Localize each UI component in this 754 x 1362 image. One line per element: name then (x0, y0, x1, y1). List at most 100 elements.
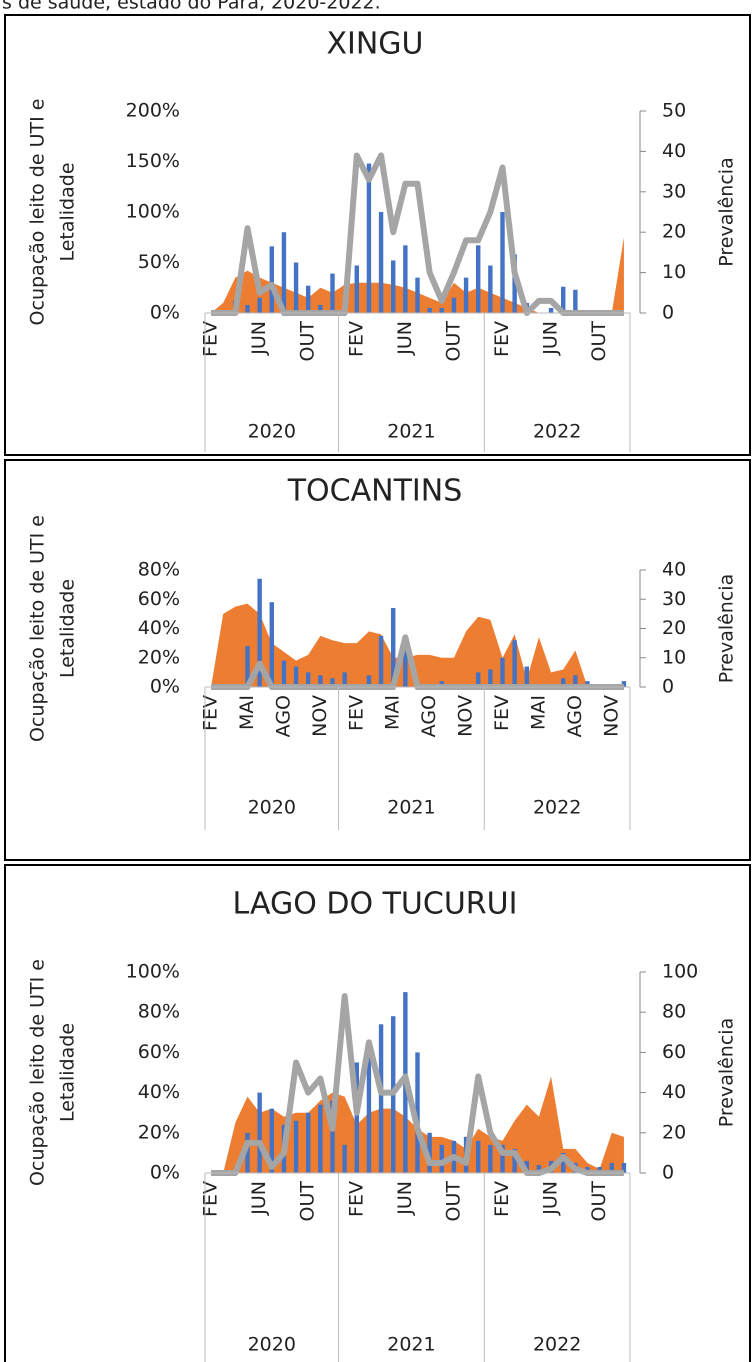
y2-tick-label: 20 (662, 1121, 686, 1143)
bar (245, 646, 250, 687)
x-group-label: 2022 (533, 1334, 581, 1356)
bar (306, 285, 311, 313)
bar (245, 304, 250, 313)
y2-axis-label: Prevalência (716, 157, 738, 266)
x-tick-label: FEV (491, 321, 513, 357)
bar (318, 675, 323, 687)
y-tick-label: 20% (138, 1121, 180, 1143)
x-tick-label: OUT (588, 1181, 610, 1222)
line (211, 152, 624, 316)
bar (512, 640, 517, 687)
bar (524, 1160, 529, 1173)
y2-tick-label: 40 (662, 140, 686, 162)
bar (293, 666, 299, 687)
panel (4, 14, 751, 456)
x-group-label: 2021 (387, 421, 435, 443)
line (211, 993, 624, 1176)
x-group-label: 2020 (248, 1334, 296, 1356)
x-tick-label: OUT (297, 321, 319, 362)
bar (439, 307, 444, 313)
bar (257, 1092, 262, 1173)
y2-tick-label: 60 (662, 1041, 686, 1063)
bar (354, 1062, 359, 1173)
x-tick-label: NOV (600, 695, 622, 737)
x-tick-label: JUN (540, 1181, 562, 1216)
y-tick-label: 50% (138, 251, 180, 273)
bar (306, 1112, 311, 1173)
bar (561, 1152, 566, 1173)
x-tick-label: FEV (200, 1181, 222, 1217)
x-tick-label: JUN (248, 1181, 270, 1216)
y2-tick-label: 80 (662, 1001, 686, 1023)
y-tick-label: 100% (126, 201, 180, 223)
bar (609, 1162, 614, 1173)
x-group-label: 2021 (387, 1334, 435, 1356)
x-tick-label: NOV (455, 695, 477, 737)
x-tick-label: FEV (491, 1181, 513, 1217)
y2-tick-label: 50 (662, 100, 686, 122)
bar (415, 1052, 420, 1173)
bar (439, 1144, 444, 1173)
bar (488, 669, 493, 687)
x-tick-label: NOV (309, 695, 331, 737)
x-group-label: 2020 (248, 421, 296, 443)
y2-tick-label: 10 (662, 646, 686, 668)
area (211, 1076, 624, 1173)
y2-tick-label: 30 (662, 588, 686, 610)
bar (500, 1144, 505, 1173)
x-tick-label: MAI (527, 695, 549, 730)
bar (330, 678, 335, 687)
bar (451, 297, 457, 313)
y-axis-label: Ocupação leito de UTI e (27, 959, 49, 1186)
bar (488, 265, 493, 313)
bar (318, 304, 323, 313)
y-tick-label: 80% (138, 1001, 180, 1023)
bar (245, 1132, 250, 1173)
chart-title: TOCANTINS (287, 474, 463, 509)
y-tick-label: 40% (138, 617, 180, 639)
y-tick-label: 100% (126, 961, 180, 983)
bar (378, 1024, 384, 1173)
bar (269, 1108, 274, 1173)
y-tick-label: 60% (138, 1041, 180, 1063)
bar (342, 672, 347, 687)
x-tick-label: MAI (236, 695, 258, 730)
bar (427, 1132, 432, 1173)
x-group-label: 2020 (248, 797, 296, 819)
y2-tick-label: 40 (662, 1081, 686, 1103)
x-tick-label: AGO (564, 695, 586, 737)
x-tick-label: JUN (394, 321, 416, 356)
bar (500, 657, 505, 687)
x-tick-label: OUT (297, 1181, 319, 1222)
y-tick-label: 60% (138, 588, 180, 610)
y2-tick-label: 20 (662, 617, 686, 639)
y2-axis-label: Prevalência (716, 1018, 738, 1127)
x-tick-label: AGO (418, 695, 440, 737)
bar (573, 675, 578, 687)
bar (476, 1140, 481, 1173)
bar (269, 246, 274, 313)
x-tick-label: FEV (345, 321, 367, 357)
y2-tick-label: 30 (662, 180, 686, 202)
bar (354, 265, 359, 313)
bar (366, 675, 372, 687)
bar (403, 646, 408, 687)
y-axis-label: Ocupação leito de UTI e (27, 515, 49, 742)
panel (4, 459, 751, 861)
y-axis-label: Letalidade (57, 162, 79, 261)
x-tick-label: JUN (248, 321, 270, 356)
bar (391, 260, 396, 313)
y-axis-label: Letalidade (57, 579, 79, 678)
y-axis-label: Letalidade (57, 1023, 79, 1122)
y-tick-label: 150% (126, 150, 180, 172)
bar (500, 212, 505, 313)
bar (293, 262, 299, 313)
bar (476, 245, 481, 313)
bar (378, 212, 384, 313)
bar (512, 1148, 517, 1173)
y-tick-label: 0% (150, 1162, 180, 1184)
bar (512, 254, 517, 313)
y2-tick-label: 10 (662, 261, 686, 283)
bar (342, 1144, 347, 1173)
